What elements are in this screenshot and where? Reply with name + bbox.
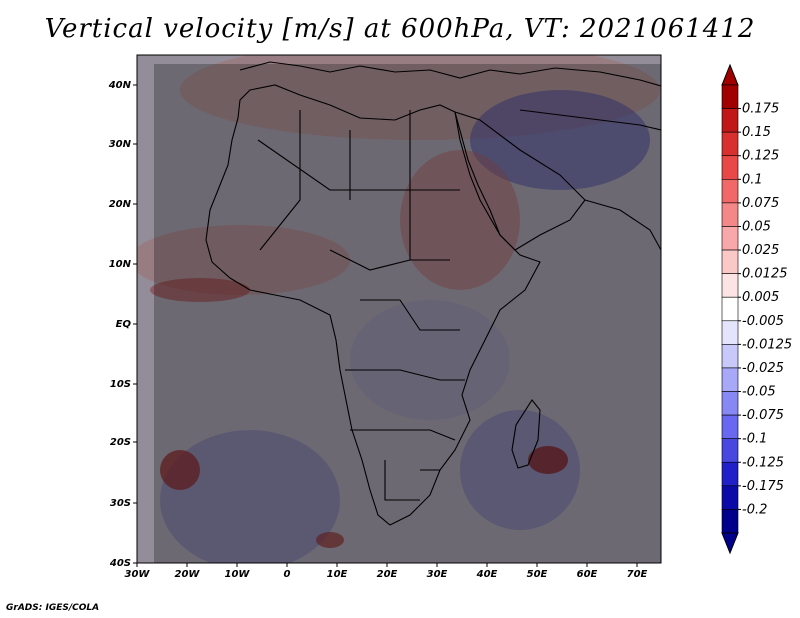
x-tick-label: 0 (284, 569, 291, 580)
y-tick-label: 20N (109, 199, 132, 210)
y-tick-label: 10N (109, 259, 132, 270)
colorbar-label: 0.025 (742, 243, 779, 258)
colorbar-swatch (721, 438, 739, 463)
x-tick-label: 50E (527, 569, 548, 580)
colorbar-swatch (721, 485, 739, 510)
colorbar-swatch (721, 131, 739, 157)
plot-frame (136, 54, 662, 564)
x-tick-label: 20E (377, 569, 398, 580)
colorbar-swatch (721, 344, 739, 369)
coastlines (205, 61, 661, 526)
colorbar-label: -0.1 (742, 432, 767, 447)
y-tick-label: 10S (110, 379, 131, 390)
colorbar-swatch (721, 84, 739, 109)
colorbar-swatch (721, 320, 739, 345)
x-tick-label: 60E (577, 569, 598, 580)
colorbar-swatch (721, 367, 739, 392)
colorbar-swatch (721, 461, 739, 487)
colorbar-label: 0.05 (742, 219, 771, 234)
colorbar-label: -0.0125 (742, 337, 792, 352)
x-tick-label: 20W (175, 569, 201, 580)
colorbar-label: -0.125 (742, 455, 784, 470)
colorbar-label: -0.05 (742, 385, 776, 400)
x-tick-label: 30E (427, 569, 448, 580)
colorbar-swatch (721, 249, 739, 274)
x-tick-label: 70E (627, 569, 648, 580)
x-tick-label: 10W (225, 569, 251, 580)
colorbar-swatch (721, 509, 739, 534)
colorbar-label: 0.15 (742, 125, 771, 140)
y-tick-label: 30N (109, 139, 132, 150)
colorbar-top-arrow (721, 63, 739, 86)
colorbar-swatch (721, 391, 739, 416)
credit-text: GrADS: IGES/COLA (6, 603, 100, 613)
colorbar-label: 0.005 (742, 290, 779, 305)
chart-title: Vertical velocity [m/s] at 600hPa, VT: 2… (44, 14, 756, 44)
colorbar-label: -0.075 (742, 408, 784, 423)
x-tick-label: 30W (125, 569, 151, 580)
colorbar: 0.175 0.15 0.125 0.1 0.075 0.05 0.025 0.0125 0.0… (721, 63, 792, 555)
x-tick-label: 10E (327, 569, 348, 580)
y-tick-label: 40S (109, 558, 131, 569)
colorbar-swatch (721, 226, 739, 251)
colorbar-swatch (721, 179, 739, 204)
x-axis: 30W 20W 10W 0 10E 20E 30E 40E 50E 60E 70E (125, 563, 648, 580)
colorbar-label: 0.1 (742, 172, 763, 187)
colorbar-swatch (721, 202, 739, 227)
colorbar-swatch (721, 296, 739, 322)
colorbar-swatch (721, 414, 739, 439)
y-tick-label: EQ (116, 319, 132, 330)
colorbar-label: -0.005 (742, 314, 784, 329)
colorbar-label: 0.0125 (742, 267, 788, 282)
colorbar-swatch (721, 108, 739, 133)
colorbar-bottom-arrow (721, 532, 739, 555)
velocity-field (137, 55, 661, 563)
colorbar-label: -0.175 (742, 479, 784, 494)
colorbar-label: 0.175 (742, 102, 779, 117)
colorbar-label: -0.025 (742, 361, 784, 376)
colorbar-swatch (721, 273, 739, 298)
y-tick-label: 30S (110, 498, 131, 509)
colorbar-label: 0.075 (742, 196, 779, 211)
colorbar-label: 0.125 (742, 149, 779, 164)
y-axis: 40N 30N 20N 10N EQ 10S 20S 30S 40S (108, 80, 137, 569)
colorbar-label: -0.2 (742, 502, 767, 517)
y-tick-label: 20S (110, 437, 131, 448)
colorbar-swatch (721, 155, 739, 180)
x-tick-label: 40E (476, 569, 498, 580)
y-tick-label: 40N (108, 80, 132, 91)
